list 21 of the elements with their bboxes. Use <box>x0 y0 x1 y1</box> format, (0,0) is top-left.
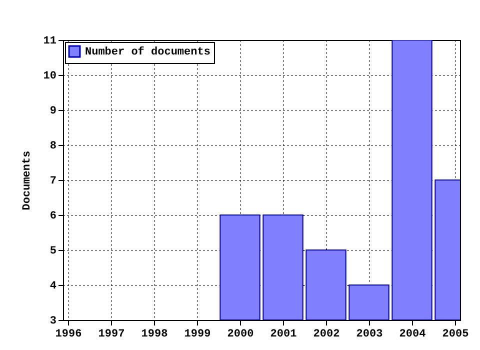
x-tick-label: 1997 <box>98 328 125 340</box>
x-tick-label: 2004 <box>399 328 426 340</box>
y-tick-label: 5 <box>50 246 57 258</box>
y-tick-label: 7 <box>50 176 56 188</box>
x-tick-label: 2002 <box>313 328 340 340</box>
y-tick-label: 6 <box>50 210 56 222</box>
y-tick-label: 9 <box>50 106 56 118</box>
y-tick-label: 8 <box>50 140 57 152</box>
x-tick-label: 2001 <box>270 328 298 340</box>
y-tick-label: 11 <box>43 36 57 48</box>
y-tick-label: 10 <box>43 70 56 82</box>
x-tick-label: 2005 <box>442 328 470 340</box>
legend-label: Number of documents <box>85 46 210 58</box>
x-tick-label: 1999 <box>184 328 211 340</box>
y-tick-label: 4 <box>50 280 57 292</box>
x-tick-label: 1996 <box>55 328 82 340</box>
y-tick-label: 3 <box>50 316 57 328</box>
x-tick-label: 2003 <box>356 328 384 340</box>
x-tick-label: 2000 <box>227 328 254 340</box>
y-axis-title: Documents <box>21 150 34 210</box>
x-tick-label: 1998 <box>141 328 168 340</box>
